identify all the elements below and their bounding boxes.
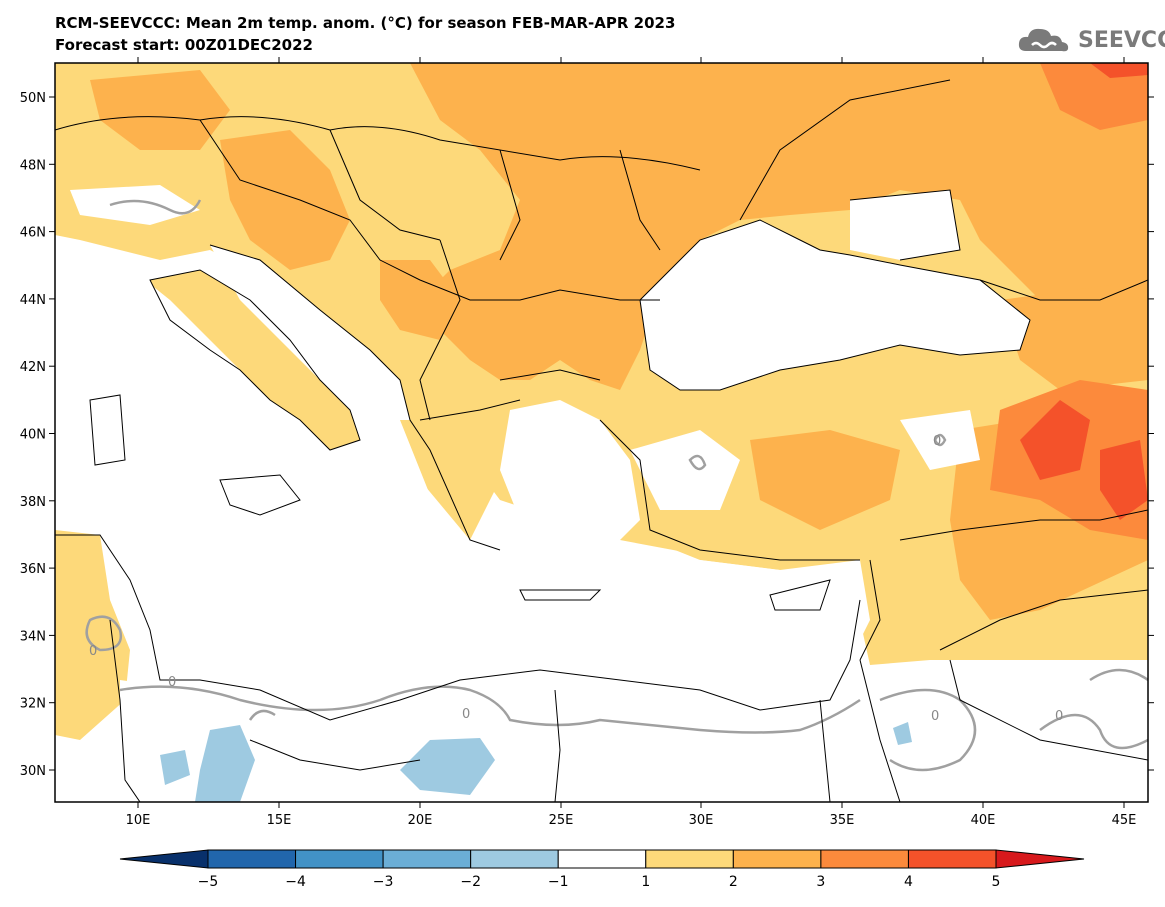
colorbar-label: 5 <box>992 874 1001 890</box>
anomaly-band-4-5-north <box>1090 63 1148 78</box>
lat-tick-label: 50N <box>20 91 46 106</box>
colorbar-segment <box>295 849 384 869</box>
lon-tick-label: 40E <box>971 813 996 828</box>
colorbar-label: 2 <box>729 874 738 890</box>
colorbar-label: 4 <box>904 874 913 890</box>
contour-label: 0 <box>931 709 939 724</box>
lat-tick-label: 44N <box>20 293 46 308</box>
logo-text: SEEVCCC <box>1078 28 1165 53</box>
adriatic-sea <box>210 245 410 420</box>
plot-frame <box>54 62 1149 803</box>
map-plot-area: 0 0 0 0 0 0 <box>55 63 1148 802</box>
lat-tick-label: 46N <box>20 226 46 241</box>
black-sea <box>640 220 1030 390</box>
cloud-icon <box>1018 28 1069 52</box>
colorbar-segment <box>645 849 734 869</box>
contour-label: 0 <box>1055 709 1063 724</box>
map-title: RCM-SEEVCCC: Mean 2m temp. anom. (°C) fo… <box>55 14 676 32</box>
latitude-axis: 50N 48N 46N 44N 42N 40N 38N 36N 34N 32N 30N <box>20 91 1154 779</box>
anomaly-band-tunisia <box>55 530 130 740</box>
colorbar-label: −5 <box>198 874 219 890</box>
neutral-band-crimea <box>850 190 960 260</box>
colorbar-segment <box>820 849 909 869</box>
colorbar-segment <box>907 849 997 869</box>
anomaly-band-2-3-caucasus <box>1000 280 1148 390</box>
lat-tick-label: 36N <box>20 562 46 577</box>
anomaly-band-4-5-iran <box>1100 440 1148 520</box>
anomaly-band-2-3-hungary <box>380 260 460 340</box>
anomaly-band-3-4-east <box>1040 63 1148 130</box>
anomaly-band-italy <box>150 270 360 450</box>
anomaly-band-2-3-east <box>410 63 1148 390</box>
lat-tick-label: 34N <box>20 629 46 644</box>
colorbar-segment <box>470 849 559 869</box>
lon-tick-label: 35E <box>830 813 855 828</box>
contour-label: 0 <box>168 675 176 690</box>
anomaly-band-2-3-turkey <box>750 430 900 530</box>
neutral-band-syria <box>880 660 1148 802</box>
contour-label: 0 <box>89 644 97 659</box>
lat-tick-label: 32N <box>20 697 46 712</box>
aegean-sea <box>500 400 640 540</box>
longitude-axis: 10E 15E 20E 25E 30E 35E 40E 45E <box>126 57 1137 828</box>
contour-label-group: 0 0 0 0 0 0 <box>89 434 1063 724</box>
colorbar-label: −3 <box>373 874 394 890</box>
neutral-band-anatolia <box>630 430 740 510</box>
colorbar-segment <box>382 849 472 869</box>
lon-tick-label: 20E <box>408 813 433 828</box>
cold-anomaly-libya-east <box>400 738 495 795</box>
coastlines <box>55 189 1031 721</box>
colorbar-label: −1 <box>548 874 569 890</box>
colorbar-label: 3 <box>816 874 825 890</box>
mediterranean-sea <box>55 250 320 540</box>
lat-tick-label: 48N <box>20 158 46 173</box>
lat-tick-label: 38N <box>20 495 46 510</box>
neutral-band-turkey-east <box>900 410 980 470</box>
lon-tick-label: 30E <box>689 813 714 828</box>
lon-tick-label: 15E <box>267 813 292 828</box>
anomaly-band-2-3-central <box>90 70 230 150</box>
neutral-band-alps-west <box>70 185 200 225</box>
colorbar-label: −2 <box>460 874 481 890</box>
lat-tick-label: 30N <box>20 764 46 779</box>
country-borders <box>55 79 1148 802</box>
seevccc-logo: SEEVCCC <box>1016 23 1165 57</box>
colorbar-segment <box>557 849 647 869</box>
lon-tick-label: 45E <box>1112 813 1137 828</box>
anomaly-band-2-3-alps <box>220 130 350 270</box>
mediterranean-sea-central <box>140 430 870 720</box>
colorbar-segment <box>207 849 297 869</box>
colorbar: −5 −4 −3 −2 −1 1 2 3 4 5 <box>119 849 1085 890</box>
colorbar-label: 1 <box>641 874 650 890</box>
lon-tick-label: 10E <box>126 813 151 828</box>
zero-contours <box>85 199 1148 772</box>
lon-tick-label: 25E <box>549 813 574 828</box>
colorbar-right-arrow <box>995 849 1085 869</box>
colorbar-left-arrow <box>119 849 209 869</box>
cold-anomaly-libya-small <box>160 750 190 785</box>
colorbar-segment <box>732 849 822 869</box>
contour-label: 0 <box>933 434 941 449</box>
anomaly-band-4-5-iraq <box>1020 400 1090 480</box>
forecast-start-label: Forecast start: 00Z01DEC2022 <box>55 36 313 54</box>
lat-tick-label: 40N <box>20 428 46 443</box>
cold-anomaly-libya-west <box>195 725 255 802</box>
lat-tick-label: 42N <box>20 360 46 375</box>
colorbar-label: −4 <box>285 874 306 890</box>
cold-anomaly-jordan <box>893 722 912 745</box>
contour-label: 0 <box>462 707 470 722</box>
